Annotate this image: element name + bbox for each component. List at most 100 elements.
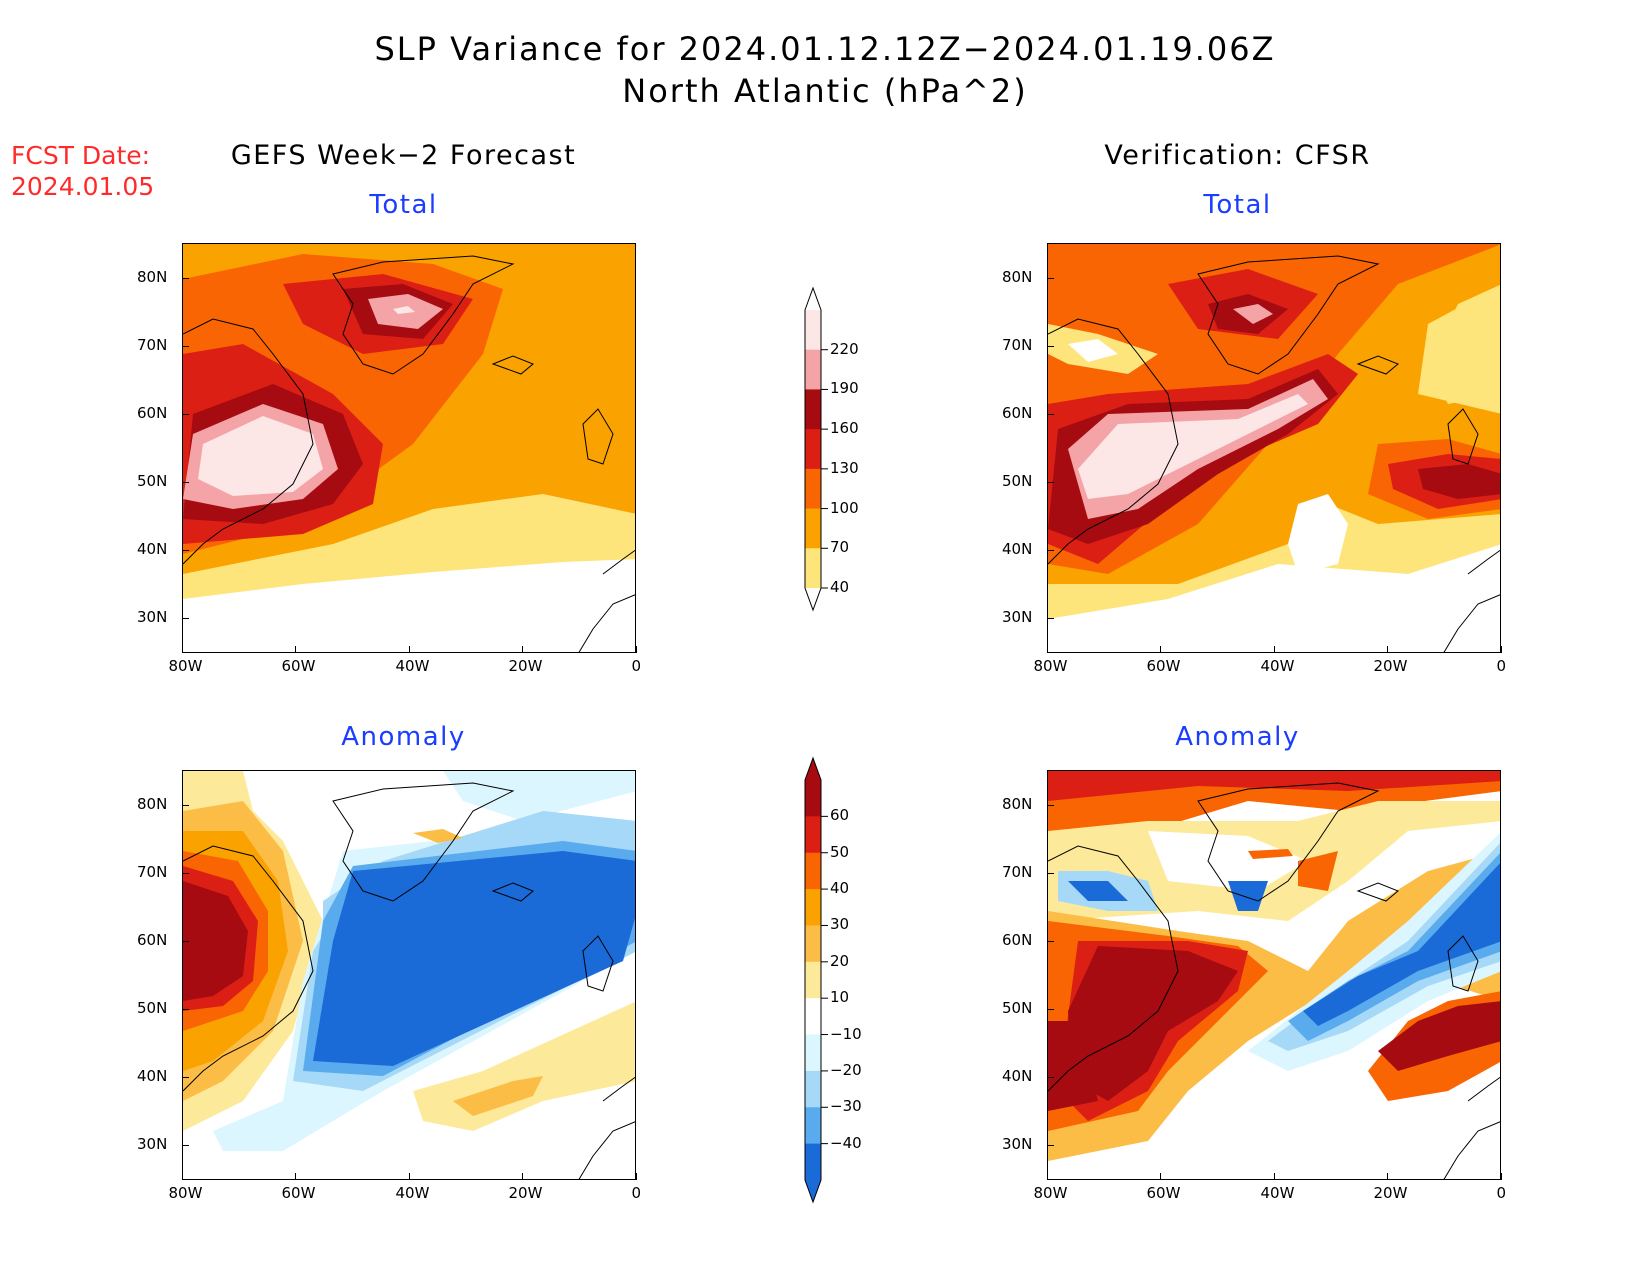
lat-tick-mark — [182, 1009, 189, 1010]
colorbar-segment — [805, 389, 821, 430]
lat-tick-mark — [1047, 805, 1054, 806]
map-gefs-anomaly — [182, 770, 636, 1180]
colorbar-level-label: 160 — [830, 419, 859, 438]
fcst-date-label: FCST Date: — [11, 141, 151, 170]
colorbar-level-label: −30 — [830, 1097, 862, 1116]
fcst-date: FCST Date: 2024.01.05 — [11, 140, 154, 202]
colorbar-level-label: 50 — [830, 842, 850, 861]
lon-tick-mark — [1387, 646, 1388, 653]
lat-tick-mark — [182, 550, 189, 551]
lon-tick-label: 60W — [1146, 1184, 1181, 1202]
colorbar-segment — [805, 1034, 821, 1072]
lon-tick-mark — [409, 1173, 410, 1180]
colorbar-segment — [805, 998, 821, 1036]
lat-tick-label: 30N — [137, 608, 168, 626]
colorbar-segment — [805, 508, 821, 549]
lon-tick-label: 60W — [281, 1184, 316, 1202]
colorbar-outline — [804, 756, 822, 1204]
lon-tick-label: 20W — [508, 657, 543, 675]
lon-tick-label: 0 — [1496, 1184, 1507, 1202]
colorbar-level-label: −20 — [830, 1060, 862, 1079]
lon-tick-label: 40W — [395, 657, 430, 675]
lon-tick-label: 40W — [1260, 1184, 1295, 1202]
lon-tick-mark — [636, 1173, 637, 1180]
colorbar-segment — [805, 548, 821, 589]
colorbar-svg — [804, 756, 828, 1204]
lon-tick-mark — [409, 646, 410, 653]
heatmap-gefs-total — [183, 244, 635, 652]
lat-tick-mark — [1047, 550, 1054, 551]
figure-subtitle: North Atlantic (hPa^2) — [622, 72, 1028, 110]
colorbar-segment — [805, 852, 821, 890]
lat-tick-mark — [182, 873, 189, 874]
lon-tick-label: 80W — [1033, 657, 1068, 675]
lat-tick-mark — [182, 618, 189, 619]
lat-tick-label: 80N — [137, 795, 168, 813]
lat-tick-label: 70N — [137, 336, 168, 354]
lat-tick-mark — [182, 414, 189, 415]
lon-tick-mark — [1501, 1173, 1502, 1180]
colorbar-anomaly: 60 50 40 30 20 10 −10 −20 −30 −40 — [804, 756, 862, 1204]
colorbar-segment — [805, 889, 821, 926]
map-cfsr-total — [1047, 243, 1501, 653]
lon-tick-mark — [1387, 1173, 1388, 1180]
lat-tick-mark — [182, 1077, 189, 1078]
lat-tick-mark — [1047, 482, 1054, 483]
colorbar-level-label: 60 — [830, 806, 850, 825]
colorbar-level-label: 220 — [830, 339, 859, 358]
lat-tick-label: 50N — [1002, 999, 1033, 1017]
colorbar-segment — [805, 1143, 821, 1181]
lon-tick-mark — [1501, 646, 1502, 653]
lat-tick-mark — [182, 1145, 189, 1146]
heatmap-cfsr-anomaly — [1048, 771, 1500, 1179]
lon-tick-mark — [182, 1173, 183, 1180]
colorbar-segment — [805, 1070, 821, 1108]
lat-tick-mark — [1047, 278, 1054, 279]
map-cfsr-anomaly — [1047, 770, 1501, 1180]
lon-tick-label: 40W — [395, 1184, 430, 1202]
lon-tick-mark — [636, 646, 637, 653]
lat-tick-label: 40N — [137, 540, 168, 558]
lat-tick-label: 30N — [1002, 608, 1033, 626]
colorbar-level-label: 100 — [830, 498, 859, 517]
lat-tick-mark — [1047, 1145, 1054, 1146]
lon-tick-label: 80W — [1033, 1184, 1068, 1202]
colorbar-bottom-arrow — [805, 588, 821, 610]
lon-tick-label: 20W — [1373, 1184, 1408, 1202]
lon-tick-label: 40W — [1260, 657, 1295, 675]
lat-tick-label: 50N — [137, 999, 168, 1017]
lon-tick-mark — [295, 1173, 296, 1180]
lon-tick-mark — [1160, 646, 1161, 653]
lat-tick-label: 50N — [137, 472, 168, 490]
lat-tick-mark — [182, 941, 189, 942]
fcst-date-value: 2024.01.05 — [11, 172, 155, 201]
left-column-title: GEFS Week−2 Forecast — [230, 140, 577, 171]
lon-tick-label: 80W — [168, 1184, 203, 1202]
lon-tick-label: 60W — [281, 657, 316, 675]
colorbar-segment — [805, 429, 821, 470]
colorbar-segment — [805, 468, 821, 510]
lat-tick-label: 80N — [137, 268, 168, 286]
lon-tick-mark — [522, 1173, 523, 1180]
panel-label-anomaly-left: Anomaly — [341, 722, 466, 752]
colorbar-segment — [805, 310, 821, 351]
lon-tick-mark — [522, 646, 523, 653]
lat-tick-mark — [1047, 873, 1054, 874]
colorbar-segment — [805, 816, 821, 854]
lat-tick-mark — [182, 346, 189, 347]
lon-tick-mark — [1047, 1173, 1048, 1180]
panel-label-total-right: Total — [1203, 190, 1272, 220]
colorbar-level-label: 10 — [830, 988, 850, 1007]
lat-tick-label: 60N — [137, 931, 168, 949]
lat-tick-label: 80N — [1002, 795, 1033, 813]
lat-tick-label: 70N — [1002, 336, 1033, 354]
lon-tick-label: 0 — [631, 657, 642, 675]
lat-tick-label: 80N — [1002, 268, 1033, 286]
lat-tick-label: 60N — [137, 404, 168, 422]
lon-tick-label: 80W — [168, 657, 203, 675]
lon-tick-label: 0 — [1496, 657, 1507, 675]
colorbar-level-label: 40 — [830, 879, 850, 898]
lat-tick-mark — [1047, 346, 1054, 347]
lat-tick-label: 40N — [1002, 1067, 1033, 1085]
colorbar-total: 220 190 160 130 100 70 40 — [804, 286, 859, 612]
